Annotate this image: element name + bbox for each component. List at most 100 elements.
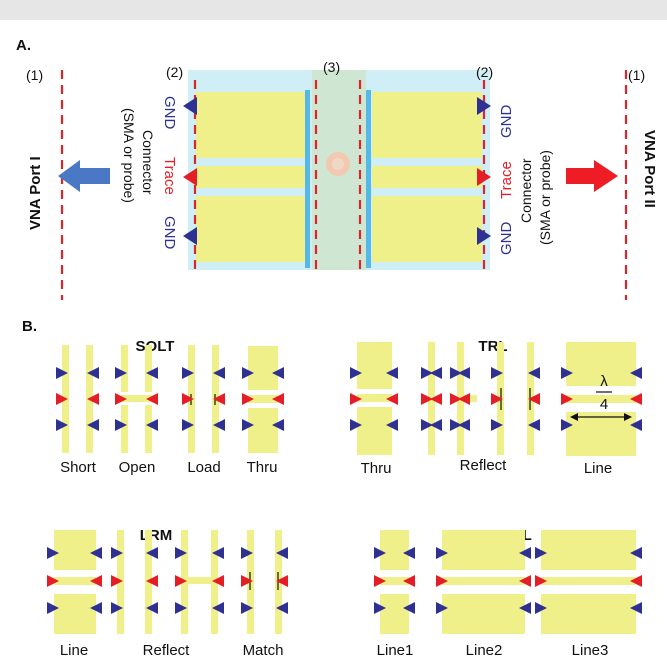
mtrl-line2-top: [442, 530, 525, 570]
mtrl-line2-bot: [442, 594, 525, 634]
solt-open-tri-r-1: [146, 393, 158, 405]
mtrl-line2-tri-l-1: [436, 575, 448, 587]
lrm-refl2-tri-l-0: [175, 547, 187, 559]
vna-port-2-label: VNA Port II: [641, 130, 658, 208]
trl-refl2-tri-r-1: [458, 393, 470, 405]
plane-2-right-label: (2): [476, 64, 493, 80]
gnd-label-right-top: GND: [498, 105, 515, 139]
lrm-refl2-tri-l-2: [175, 602, 187, 614]
solt-open-tri-r-2: [146, 419, 158, 431]
gnd-label-right-bottom: GND: [498, 222, 515, 256]
gnd-pad-left-bottom: [196, 196, 306, 262]
gnd-triangle-left-top: [183, 97, 197, 115]
trace-left: [196, 166, 306, 188]
section-b-label: B.: [22, 318, 37, 335]
mtrl-line1-bot: [380, 594, 409, 634]
mtrl-line1-tri-r-0: [403, 547, 415, 559]
solt-label-load: Load: [187, 459, 220, 476]
gnd-label-left-top: GND: [161, 96, 178, 130]
mtrl-line1-tri-r-1: [403, 575, 415, 587]
mtrl-line2-tri-r-0: [519, 547, 531, 559]
lrm-refl1-tri-r-1: [146, 575, 158, 587]
mtrl-line2-tri-r-2: [519, 602, 531, 614]
vna-port-1-label: VNA Port I: [27, 156, 44, 230]
lrm-refl2-tri-r-1: [212, 575, 224, 587]
trl-refl3-tri-r-1: [528, 393, 540, 405]
lrm-label-line: Line: [60, 642, 88, 659]
lrm-label-match: Match: [243, 642, 284, 659]
trl-thru-tri-l-0: [350, 367, 362, 379]
trl-refl3-tri-l-1: [491, 393, 503, 405]
solt-open-r-bot: [145, 405, 152, 453]
mtrl-line3-tri-l-2: [535, 602, 547, 614]
solt-load-tri-r-0: [213, 367, 225, 379]
gnd-triangle-right-top: [477, 97, 491, 115]
mtrl-line3-tri-r-2: [630, 602, 642, 614]
trl-line-trace: [566, 395, 636, 403]
gnd-label-left-bottom: GND: [161, 216, 178, 250]
trl-thru-trace: [357, 394, 392, 402]
trl-four: 4: [600, 396, 608, 413]
trl-refl2-tri-r-0: [458, 367, 470, 379]
lrm-line-tri-l-2: [47, 602, 59, 614]
lrm-title: LRM: [140, 527, 173, 544]
trl-label-line: Line: [584, 460, 612, 477]
arrow-right-icon: [566, 160, 618, 192]
trace-right: [372, 166, 482, 188]
pcb-board: [188, 70, 490, 270]
solt-short-tri-l-1: [56, 393, 68, 405]
gnd-triangle-left-bottom: [183, 227, 197, 245]
mtrl-label-line2: Line2: [466, 642, 503, 659]
mtrl-line3-tri-l-1: [535, 575, 547, 587]
solt-thru-trace: [248, 395, 278, 403]
trl-line-tri-l-0: [561, 367, 573, 379]
lrm-match-tri-r-0: [276, 547, 288, 559]
trl-refl1-tri-r-2: [430, 419, 442, 431]
mtrl-line3-tri-r-1: [630, 575, 642, 587]
solt-open-tri-r-0: [146, 367, 158, 379]
lrm-refl2-tri-l-1: [175, 575, 187, 587]
trl-thru-bot: [357, 407, 392, 455]
mtrl-line2-tri-l-2: [436, 602, 448, 614]
trl-refl1-tri-l-1: [421, 393, 433, 405]
solt-thru-tri-r-0: [272, 367, 284, 379]
trl-refl2-tri-l-1: [450, 393, 462, 405]
lrm-line-trace: [54, 577, 96, 585]
solt-label-open: Open: [119, 459, 156, 476]
solt-short-tri-r-1: [87, 393, 99, 405]
trl-label-thru: Thru: [361, 460, 392, 477]
via-inner: [332, 158, 344, 170]
mtrl-line1-top: [380, 530, 409, 570]
trl-thru-top: [357, 342, 392, 389]
lrm-line-tri-r-2: [90, 602, 102, 614]
trl-refl2-tri-r-2: [458, 419, 470, 431]
trl-refl1-tri-l-2: [421, 419, 433, 431]
solt-short-tri-l-2: [56, 419, 68, 431]
solt-title: SOLT: [136, 338, 175, 355]
solt-label-short: Short: [60, 459, 97, 476]
solt-load-tri-l-1: [182, 393, 194, 405]
mtrl-line3-top: [541, 530, 636, 570]
trl-line-tri-l-1: [561, 393, 573, 405]
solt-open-tri-l-0: [115, 367, 127, 379]
trl-refl3-tri-r-0: [528, 367, 540, 379]
trl-thru-tri-r-0: [386, 367, 398, 379]
mtrl-line2-tri-l-0: [436, 547, 448, 559]
section-a-label: A.: [16, 37, 31, 54]
mtrl-line1-tri-r-2: [403, 602, 415, 614]
lrm-refl1-tri-l-1: [111, 575, 123, 587]
mtrl-line1-trace: [380, 577, 409, 585]
gnd-triangle-right-bottom: [477, 227, 491, 245]
solt-thru-tri-l-0: [242, 367, 254, 379]
lrm-line-tri-r-0: [90, 547, 102, 559]
trl-line-tri-r-0: [630, 367, 642, 379]
probe-triangles-a: [183, 97, 491, 245]
solt-open-tri-l-2: [115, 419, 127, 431]
top-strip: [0, 0, 667, 20]
mtrl-line3-bot: [541, 594, 636, 634]
trl-thru-tri-l-2: [350, 419, 362, 431]
solt-load-tri-l-2: [182, 419, 194, 431]
lrm-match-tri-l-0: [241, 547, 253, 559]
